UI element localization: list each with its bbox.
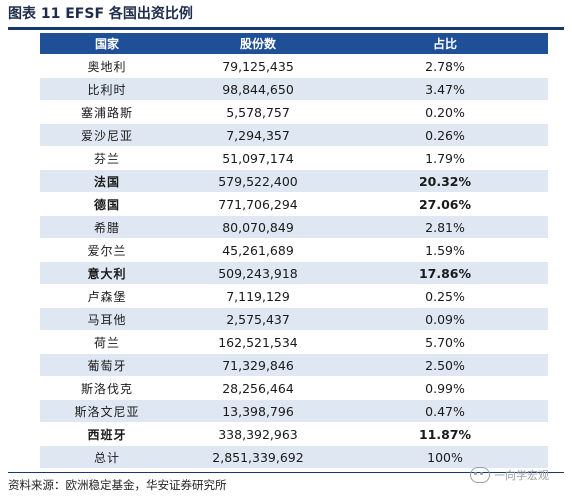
percentage-cell: 100% [342, 445, 548, 469]
shares-cell: 5,578,757 [174, 100, 342, 124]
percentage-cell: 0.25% [342, 284, 548, 308]
percentage-cell: 2.50% [342, 353, 548, 377]
table-row: 塞浦路斯 5,578,757 0.20% [40, 100, 548, 124]
country-cell: 芬兰 [40, 146, 174, 170]
country-cell: 意大利 [40, 261, 174, 285]
percentage-cell: 1.79% [342, 146, 548, 170]
country-cell: 马耳他 [40, 307, 174, 331]
percentage-cell: 2.81% [342, 215, 548, 239]
percentage-cell: 27.06% [342, 192, 548, 216]
country-cell: 总计 [40, 445, 174, 469]
table-row: 西班牙 338,392,963 11.87% [40, 422, 548, 446]
percentage-cell: 0.20% [342, 100, 548, 124]
shares-cell: 2,851,339,692 [174, 445, 342, 469]
table-body: 奥地利 79,125,435 2.78% 比利时 98,844,650 3.47% 塞浦路斯… [40, 54, 548, 469]
shares-cell: 79,125,435 [174, 54, 342, 78]
shares-cell: 51,097,174 [174, 146, 342, 170]
country-cell: 法国 [40, 169, 174, 193]
country-cell: 爱尔兰 [40, 238, 174, 262]
shares-cell: 338,392,963 [174, 422, 342, 446]
table-row: 德国 771,706,294 27.06% [40, 192, 548, 216]
country-cell: 西班牙 [40, 422, 174, 446]
country-cell: 比利时 [40, 77, 174, 101]
table-row: 意大利 509,243,918 17.86% [40, 261, 548, 285]
header-shares: 股份数 [174, 33, 342, 55]
country-cell: 德国 [40, 192, 174, 216]
table-row: 芬兰 51,097,174 1.79% [40, 146, 548, 170]
bottom-rule [8, 472, 564, 473]
country-cell: 荷兰 [40, 330, 174, 354]
header-percentage: 占比 [342, 33, 548, 55]
header-country: 国家 [40, 33, 174, 55]
table-row: 马耳他 2,575,437 0.09% [40, 307, 548, 331]
table-row: 葡萄牙 71,329,846 2.50% [40, 353, 548, 377]
table-header-row: 国家 股份数 占比 [40, 33, 548, 55]
percentage-cell: 0.47% [342, 399, 548, 423]
table-row: 比利时 98,844,650 3.47% [40, 77, 548, 101]
percentage-cell: 17.86% [342, 261, 548, 285]
shares-cell: 162,521,534 [174, 330, 342, 354]
watermark-text: 一向学宏观 [494, 469, 549, 482]
figure-title: 图表 11 EFSF 各国出资比例 [8, 6, 193, 22]
country-cell: 葡萄牙 [40, 353, 174, 377]
country-cell: 斯洛文尼亚 [40, 399, 174, 423]
shares-cell: 509,243,918 [174, 261, 342, 285]
shares-cell: 28,256,464 [174, 376, 342, 400]
source-note: 资料来源：欧洲稳定基金，华安证券研究所 [8, 478, 227, 492]
watermark: 一向学宏观 [470, 464, 568, 486]
shares-cell: 2,575,437 [174, 307, 342, 331]
country-cell: 斯洛伐克 [40, 376, 174, 400]
country-cell: 奥地利 [40, 54, 174, 78]
table-row: 法国 579,522,400 20.32% [40, 169, 548, 193]
percentage-cell: 20.32% [342, 169, 548, 193]
country-cell: 希腊 [40, 215, 174, 239]
shares-cell: 98,844,650 [174, 77, 342, 101]
shares-cell: 7,119,129 [174, 284, 342, 308]
percentage-cell: 0.09% [342, 307, 548, 331]
table-row: 荷兰 162,521,534 5.70% [40, 330, 548, 354]
shares-cell: 7,294,357 [174, 123, 342, 147]
table-row: 斯洛伐克 28,256,464 0.99% [40, 376, 548, 400]
country-cell: 塞浦路斯 [40, 100, 174, 124]
shares-cell: 80,070,849 [174, 215, 342, 239]
percentage-cell: 2.78% [342, 54, 548, 78]
table-row: 总计 2,851,339,692 100% [40, 445, 548, 469]
shares-cell: 71,329,846 [174, 353, 342, 377]
shares-cell: 579,522,400 [174, 169, 342, 193]
percentage-cell: 11.87% [342, 422, 548, 446]
percentage-cell: 0.99% [342, 376, 548, 400]
efsf-contribution-table: 国家 股份数 占比 奥地利 79,125,435 2.78% 比利时 98,844,65… [40, 33, 548, 469]
table-row: 奥地利 79,125,435 2.78% [40, 54, 548, 78]
percentage-cell: 3.47% [342, 77, 548, 101]
top-rule [8, 27, 564, 30]
percentage-cell: 0.26% [342, 123, 548, 147]
shares-cell: 45,261,689 [174, 238, 342, 262]
shares-cell: 13,398,796 [174, 399, 342, 423]
shares-cell: 771,706,294 [174, 192, 342, 216]
table-row: 卢森堡 7,119,129 0.25% [40, 284, 548, 308]
table-row: 爱沙尼亚 7,294,357 0.26% [40, 123, 548, 147]
table-row: 斯洛文尼亚 13,398,796 0.47% [40, 399, 548, 423]
table-row: 希腊 80,070,849 2.81% [40, 215, 548, 239]
percentage-cell: 1.59% [342, 238, 548, 262]
country-cell: 爱沙尼亚 [40, 123, 174, 147]
table-row: 爱尔兰 45,261,689 1.59% [40, 238, 548, 262]
country-cell: 卢森堡 [40, 284, 174, 308]
percentage-cell: 5.70% [342, 330, 548, 354]
wechat-icon [470, 467, 490, 483]
